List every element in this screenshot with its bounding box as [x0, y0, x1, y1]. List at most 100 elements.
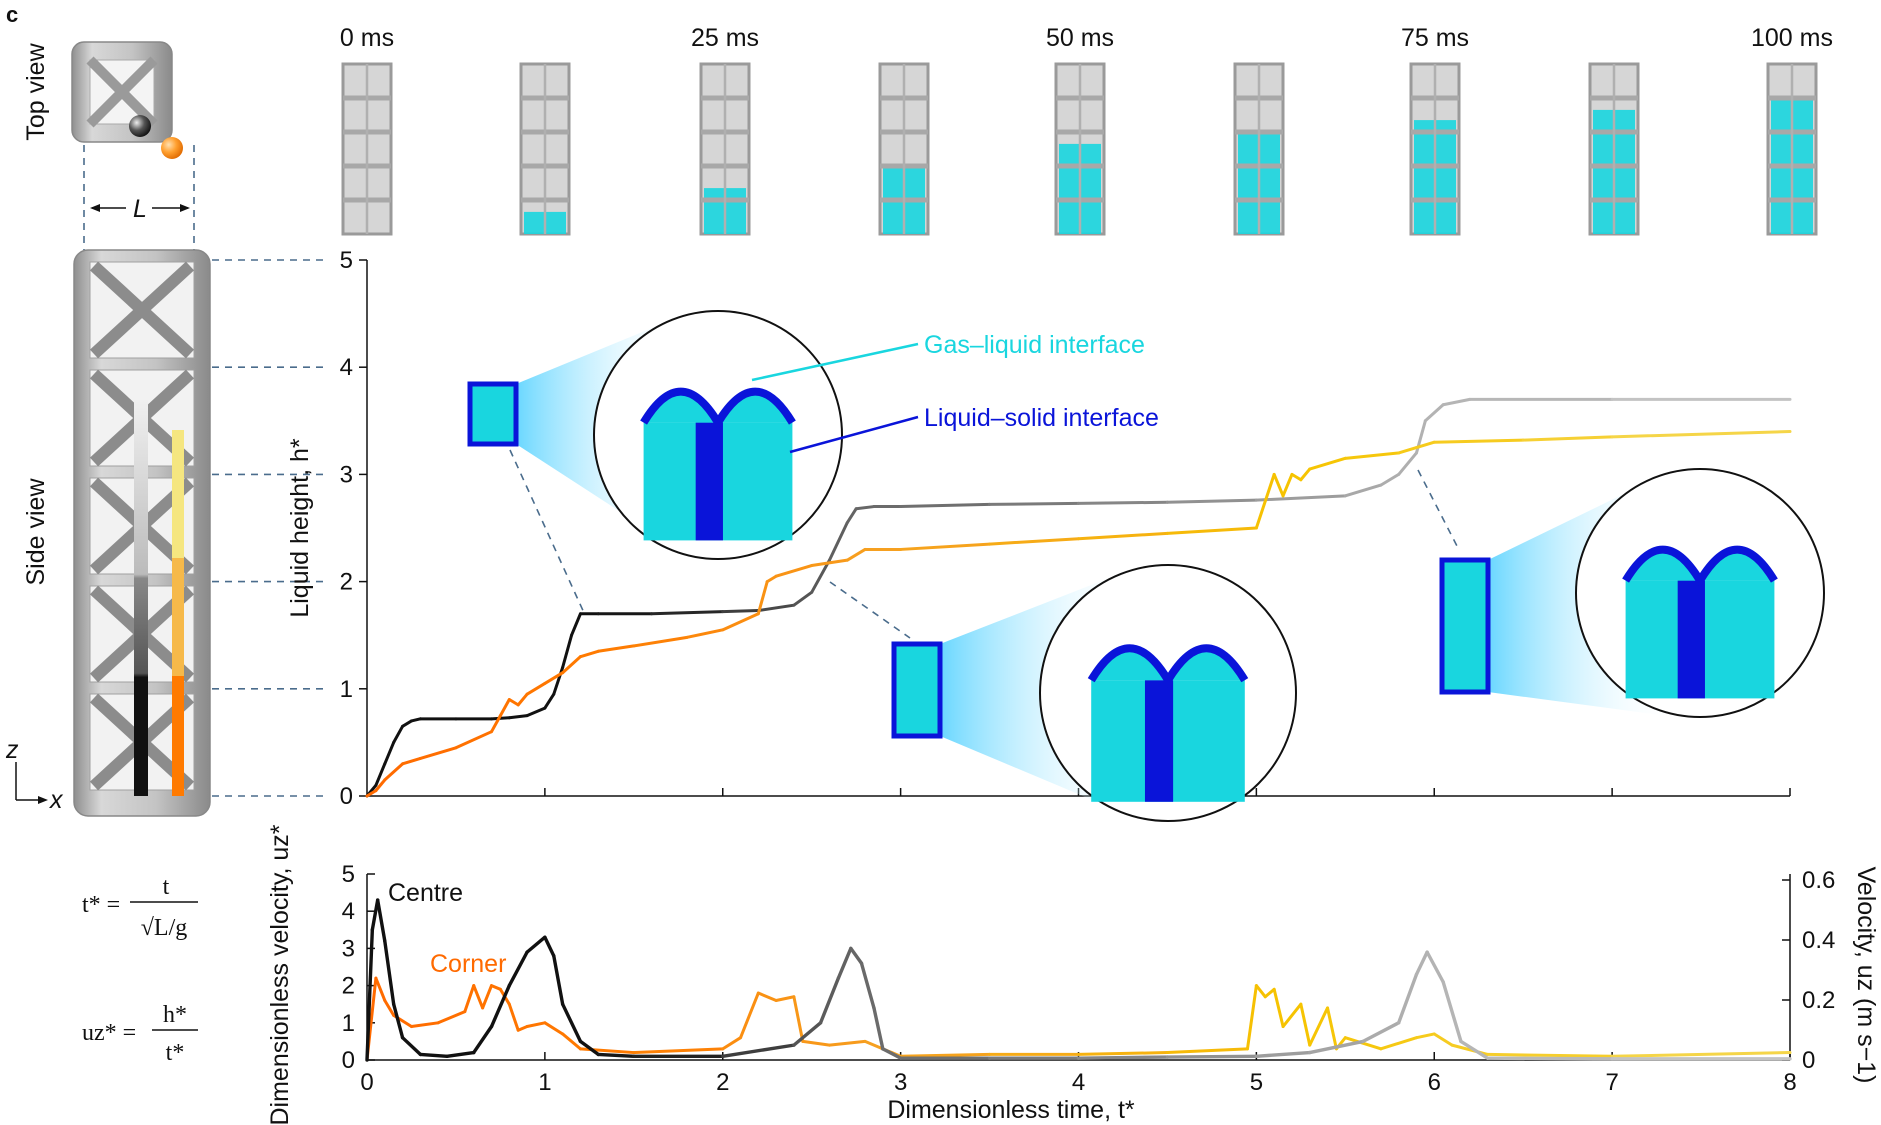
zoom-meniscus: [1087, 644, 1249, 688]
height-centre-line-segment: [899, 502, 992, 509]
u-star-den: t*: [166, 1040, 185, 1066]
velocity-corner-line-segment: [516, 1025, 529, 1032]
gas-liquid-label: Gas–liquid interface: [924, 331, 1145, 359]
bottom-y-tick-label: 4: [342, 898, 355, 925]
top-y-tick-label: 4: [340, 354, 353, 381]
velocity-corner-line-segment: [1299, 1002, 1312, 1047]
u-star-num: h*: [163, 1002, 187, 1028]
height-corner-line-segment: [1397, 446, 1418, 455]
top-y-tick-label: 5: [340, 247, 353, 274]
velocity-centre-line-segment: [507, 950, 529, 988]
velocity-centre-line-segment: [418, 1052, 449, 1058]
velocity-centre-line-segment: [721, 1043, 796, 1058]
velocity-corner-line-segment: [1308, 1006, 1330, 1047]
height-corner-line-segment: [454, 730, 494, 750]
height-corner-line-segment: [1290, 472, 1303, 482]
height-centre-line-segment: [1379, 472, 1401, 487]
velocity-centre-line-segment: [578, 1039, 600, 1057]
height-centre-line-segment: [1165, 498, 1258, 504]
height-centre-line-segment: [845, 507, 858, 525]
time-label: 75 ms: [1401, 24, 1469, 52]
height-corner-line-segment: [1308, 456, 1347, 471]
t-star-num: t: [163, 874, 170, 900]
time-label: 50 ms: [1046, 24, 1114, 52]
velocity-corner-line: [365, 976, 1792, 1062]
bottom-x-tick-label: 6: [1428, 1069, 1441, 1096]
height-corner-line-segment: [1165, 526, 1258, 535]
lattice-snapshot: [519, 62, 571, 236]
bottom-x-tick-label: 7: [1605, 1069, 1618, 1096]
top-y-tick-label: 3: [340, 461, 353, 488]
velocity-corner-line-segment: [632, 1047, 725, 1055]
height-corner-line-segment: [1299, 467, 1312, 482]
u-star-lhs: uz* =: [82, 1020, 136, 1046]
t-star-lhs: t* =: [82, 892, 120, 918]
height-corner-line-segment: [498, 698, 511, 718]
velocity-centre-line-segment: [859, 961, 876, 1010]
velocity-corner-line-segment: [774, 995, 796, 1002]
bottom-right-tick-label: 0.6: [1802, 867, 1835, 894]
velocity-centre-line-segment: [1425, 950, 1445, 984]
velocity-corner-line-segment: [801, 1039, 831, 1047]
height-centre-line-segment: [543, 692, 556, 710]
height-corner-line-segment: [401, 756, 422, 766]
height-corner-line-segment: [845, 547, 867, 562]
velocity-corner-line-segment: [899, 1052, 992, 1058]
velocity-centre-line-segment: [872, 1006, 885, 1051]
velocity-corner-line-segment: [756, 991, 778, 1002]
time-label: 100 ms: [1751, 24, 1833, 52]
lattice-snapshot: [1409, 62, 1461, 236]
inset-cube: [1439, 557, 1491, 695]
panel-letter: c: [6, 2, 18, 27]
top-chart-ylabel: Liquid height, h*: [286, 438, 314, 618]
velocity-corner-line-segment: [792, 995, 805, 1043]
velocity-centre-line-segment: [560, 1002, 583, 1044]
height-corner-line-segment: [721, 612, 760, 632]
velocity-corner-line-segment: [1486, 1052, 1614, 1058]
velocity-centre-line-segment: [445, 1050, 476, 1058]
velocity-centre-line: [365, 898, 1792, 1062]
inset-leader: [1417, 469, 1459, 549]
bottom-y-tick-label: 3: [342, 935, 355, 962]
height-corner-line-segment: [756, 580, 769, 616]
height-corner-line-segment: [988, 537, 1080, 546]
velocity-corner-line-segment: [409, 1021, 440, 1029]
velocity-corner-line-segment: [561, 1032, 582, 1051]
height-corner-line-segment: [1343, 451, 1401, 460]
velocity-corner-line-segment: [490, 984, 502, 991]
velocity-corner-line-segment: [1165, 1047, 1249, 1055]
side-view-label: Side view: [22, 478, 50, 586]
time-label: 25 ms: [691, 24, 759, 52]
liquid-height-chart: 0 1 2 3 4 5 Liquid height, h* Gas–liquid inte…: [212, 247, 1825, 822]
height-corner-line-segment: [1432, 438, 1525, 444]
lattice-snapshot: [341, 62, 393, 236]
height-corner-line-segment: [1521, 435, 1614, 442]
bottom-x-tick-label: 2: [716, 1069, 729, 1096]
velocity-centre-line-segment: [543, 935, 556, 958]
height-centre-line-segment: [525, 706, 547, 718]
zoom-meniscus: [640, 387, 796, 431]
velocity-corner-line-segment: [525, 1021, 547, 1029]
velocity-centre-line-segment: [489, 983, 511, 1029]
definitions: t* = t √L/g uz* = h* t*: [82, 874, 198, 1066]
centre-height-rod: [134, 400, 148, 796]
velocity-corner-line-segment: [1414, 1032, 1436, 1040]
height-corner-line-segment: [596, 644, 636, 653]
bottom-chart-ylabel-right: Velocity, uz (m s−1): [1852, 867, 1880, 1084]
velocity-centre-line-segment: [400, 1035, 423, 1057]
height-corner-line-segment: [561, 655, 582, 675]
height-corner-line-segment: [1281, 472, 1294, 498]
velocity-corner-line-segment: [383, 998, 396, 1017]
velocity-corner-line-segment: [578, 1047, 636, 1055]
velocity-centre-line-segment: [1361, 1021, 1401, 1044]
height-corner-line-segment: [418, 746, 458, 760]
bottom-right-tick-label: 0.2: [1802, 987, 1835, 1014]
top-y-tick-label: 0: [340, 783, 353, 810]
height-centre-line-segment: [854, 505, 876, 511]
velocity-centre-line-segment: [383, 939, 396, 1006]
bottom-y-tick-label: 2: [342, 973, 355, 1000]
time-label: 0 ms: [340, 24, 394, 52]
bottom-right-tick-label: 0: [1802, 1047, 1815, 1074]
velocity-centre-line-segment: [836, 946, 853, 980]
